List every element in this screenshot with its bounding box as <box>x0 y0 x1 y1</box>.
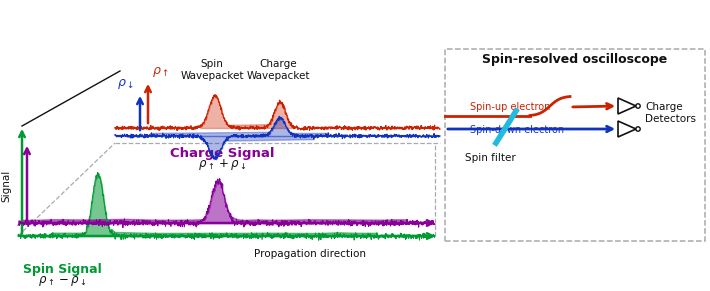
Text: $\rho_\uparrow$: $\rho_\uparrow$ <box>152 65 169 79</box>
Text: $\rho_\uparrow+\rho_\downarrow$: $\rho_\uparrow+\rho_\downarrow$ <box>197 157 246 173</box>
Text: Signal: Signal <box>1 170 11 202</box>
Text: Spin-up electron: Spin-up electron <box>470 102 550 112</box>
Text: Spin Signal: Spin Signal <box>23 262 102 276</box>
Text: Charge
Wavepacket: Charge Wavepacket <box>246 59 310 81</box>
Text: Propagation direction: Propagation direction <box>254 249 366 259</box>
Text: $\rho_\downarrow$: $\rho_\downarrow$ <box>117 77 134 91</box>
Bar <box>445 49 705 241</box>
Text: Spin-down electron: Spin-down electron <box>470 125 564 135</box>
Text: $\rho_\uparrow-\rho_\downarrow$: $\rho_\uparrow-\rho_\downarrow$ <box>38 274 87 288</box>
Text: Spin filter: Spin filter <box>464 153 515 163</box>
Text: Spin
Wavepacket: Spin Wavepacket <box>180 59 244 81</box>
Text: Charge
Detectors: Charge Detectors <box>645 102 696 124</box>
Text: Charge Signal: Charge Signal <box>170 146 274 159</box>
Text: Spin-resolved oscilloscope: Spin-resolved oscilloscope <box>482 53 667 66</box>
